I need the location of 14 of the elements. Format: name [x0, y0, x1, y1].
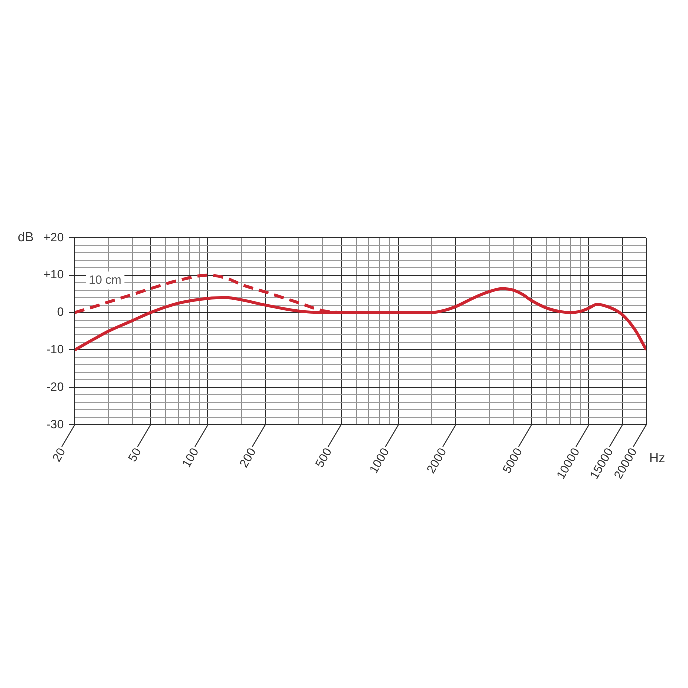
y-axis-title: dB	[18, 230, 34, 245]
y-tick-label: -10	[46, 342, 64, 357]
x-axis-title: Hz	[650, 450, 666, 466]
x-tick-label: 20	[50, 445, 69, 464]
series-label: 10 cm	[89, 273, 122, 288]
y-tick-label: -20	[46, 380, 64, 394]
y-tick-label: +10	[44, 268, 64, 282]
x-tick-label: 50	[125, 445, 144, 464]
y-tick-label: -30	[46, 417, 64, 432]
x-tick-label: 100	[179, 445, 202, 470]
x-tick-label: 200	[236, 445, 260, 470]
x-tick-label: 500	[312, 445, 335, 470]
y-tick-label: +20	[44, 230, 64, 244]
y-tick-label: 0	[57, 305, 64, 320]
